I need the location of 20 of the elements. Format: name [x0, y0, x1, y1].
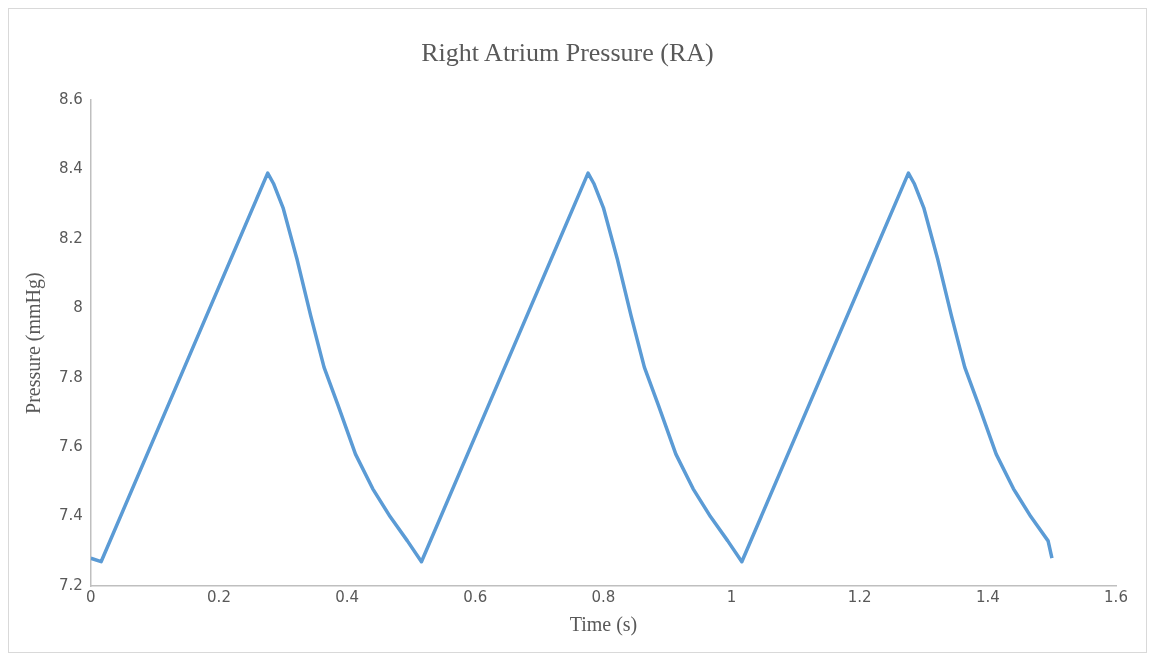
- y-tick-label: 7.2: [59, 575, 83, 594]
- y-tick-label: 7.4: [59, 506, 83, 525]
- x-tick-label: 0: [86, 587, 96, 606]
- x-tick-label: 0.2: [207, 587, 231, 606]
- y-tick-label: 8.6: [59, 90, 83, 109]
- y-tick-label: 7.6: [59, 437, 83, 456]
- x-tick-label: 1.2: [847, 587, 872, 606]
- y-tick-label: 8.2: [59, 228, 83, 247]
- x-tick-label: 0.4: [335, 587, 360, 606]
- y-axis-title: Pressure (mmHg): [22, 272, 46, 414]
- x-tick-label: 1.4: [975, 587, 1000, 606]
- chart-title: Right Atrium Pressure (RA): [421, 38, 714, 68]
- x-tick-label: 1.6: [1104, 587, 1128, 606]
- y-tick-label: 8.4: [59, 159, 83, 178]
- y-tick-label: 7.8: [59, 367, 83, 386]
- x-tick-label: 0.8: [591, 587, 616, 606]
- y-tick-label: 8: [73, 298, 83, 317]
- x-axis-title: Time (s): [569, 613, 638, 637]
- x-tick-label: 1: [726, 587, 737, 606]
- x-tick-label: 0.6: [463, 587, 488, 606]
